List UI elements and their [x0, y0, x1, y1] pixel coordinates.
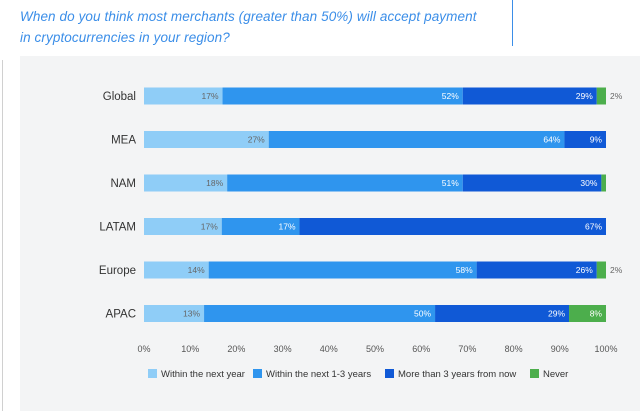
- x-tick-label: 40%: [320, 344, 338, 354]
- bar-segment: [144, 218, 222, 235]
- data-label: 17%: [202, 91, 219, 101]
- x-tick-label: 0%: [137, 344, 150, 354]
- legend-label: More than 3 years from now: [398, 369, 516, 380]
- legend-swatch: [530, 369, 539, 378]
- x-tick-label: 100%: [594, 344, 617, 354]
- data-label: 17%: [201, 222, 218, 232]
- bar-segment: [144, 87, 223, 105]
- bar-segment: [221, 218, 300, 235]
- bar-segment: [268, 131, 565, 148]
- category-label: Europe: [99, 265, 136, 277]
- bar-segment: [144, 174, 228, 192]
- bar-segment: [144, 131, 269, 148]
- legend-swatch: [385, 369, 394, 378]
- data-label: 18%: [206, 178, 223, 188]
- bar-segment: [601, 174, 606, 192]
- data-label: 29%: [548, 309, 565, 319]
- bar-segment: [462, 87, 597, 105]
- data-label: 64%: [543, 135, 560, 145]
- legend-label: Never: [543, 369, 568, 380]
- x-tick-label: 10%: [181, 344, 199, 354]
- data-label: 2%: [610, 91, 623, 101]
- data-label: 2%: [610, 265, 623, 275]
- x-tick-label: 90%: [551, 344, 569, 354]
- header-divider: [512, 0, 513, 46]
- bar-segment: [204, 305, 436, 322]
- bar-segment: [208, 261, 477, 279]
- data-label: 17%: [279, 222, 296, 232]
- data-label: 14%: [188, 265, 205, 275]
- x-tick-label: 60%: [412, 344, 430, 354]
- frame-edge: [2, 60, 3, 411]
- data-label: 8%: [590, 309, 603, 319]
- data-label: 9%: [590, 135, 603, 145]
- x-tick-label: 50%: [366, 344, 384, 354]
- survey-question: When do you think most merchants (greate…: [20, 9, 477, 45]
- x-tick-label: 70%: [458, 344, 476, 354]
- data-label: 67%: [585, 222, 602, 232]
- category-label: Global: [103, 91, 136, 103]
- bar-segment: [476, 261, 597, 279]
- category-label: LATAM: [99, 222, 136, 234]
- bar-segment: [144, 305, 205, 322]
- data-label: 52%: [442, 91, 459, 101]
- legend-label: Within the next 1-3 years: [266, 369, 371, 380]
- bar-segment: [227, 174, 463, 192]
- bar-segment: [222, 87, 463, 105]
- category-label: MEA: [111, 135, 136, 147]
- bar-segment: [144, 261, 209, 279]
- data-label: 13%: [183, 309, 200, 319]
- legend-swatch: [148, 369, 157, 378]
- bar-segment: [596, 87, 606, 105]
- bar-segment: [569, 305, 606, 322]
- bar-segment: [596, 261, 606, 279]
- category-label: APAC: [106, 309, 136, 321]
- bar-segment: [299, 218, 606, 235]
- bar-segment: [462, 174, 602, 192]
- data-label: 58%: [456, 265, 473, 275]
- data-label: 51%: [442, 178, 459, 188]
- data-label: 30%: [580, 178, 597, 188]
- category-label: NAM: [110, 178, 136, 190]
- legend-label: Within the next year: [161, 369, 245, 380]
- bar-segment: [564, 131, 606, 148]
- data-label: 27%: [248, 135, 265, 145]
- x-tick-label: 30%: [274, 344, 292, 354]
- data-label: 29%: [576, 91, 593, 101]
- legend-swatch: [253, 369, 262, 378]
- data-label: 50%: [414, 309, 431, 319]
- x-tick-label: 80%: [505, 344, 523, 354]
- bar-segment: [435, 305, 570, 322]
- data-label: 26%: [576, 265, 593, 275]
- x-tick-label: 20%: [227, 344, 245, 354]
